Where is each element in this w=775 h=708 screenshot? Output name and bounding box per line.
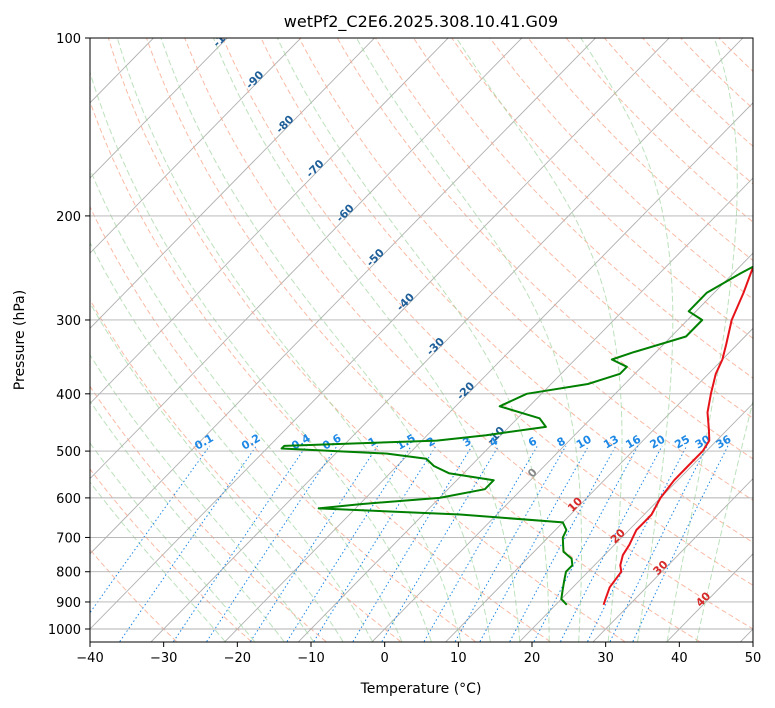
mixing-ratio-line bbox=[206, 445, 338, 642]
dry-adiabat-line bbox=[222, 38, 753, 586]
isotherm-line bbox=[90, 38, 449, 405]
dry-adiabat-line bbox=[90, 385, 327, 642]
y-tick-label: 400 bbox=[56, 388, 81, 403]
isotherm-line bbox=[371, 252, 753, 642]
x-tick-label: −40 bbox=[76, 651, 103, 666]
isotherm-line bbox=[90, 38, 597, 555]
isotherm-line bbox=[150, 38, 744, 642]
y-tick-label: 800 bbox=[56, 566, 81, 581]
isotherm-line bbox=[518, 402, 753, 642]
plot-frame bbox=[89, 37, 754, 643]
x-tick-label: 30 bbox=[597, 651, 614, 666]
x-tick-label: −10 bbox=[297, 651, 324, 666]
dry-adiabat-line bbox=[260, 38, 753, 544]
isotherm-line bbox=[90, 38, 670, 630]
moist-adiabat-line bbox=[90, 70, 432, 642]
x-tick-label: −30 bbox=[150, 651, 177, 666]
x-tick-label: 40 bbox=[671, 651, 688, 666]
isotherm-line bbox=[592, 478, 753, 642]
y-tick-label: 900 bbox=[56, 596, 81, 611]
x-axis-ticks: −40 −30 −20 −10 0 10 20 30 40 50 bbox=[76, 642, 761, 666]
mixing-ratio-line bbox=[587, 445, 688, 642]
mixing-ratio-line bbox=[313, 445, 437, 642]
moist-adiabat-line bbox=[90, 400, 285, 642]
pressure-gridlines bbox=[90, 38, 753, 630]
isotherm-line bbox=[90, 38, 376, 329]
x-tick-label: 0 bbox=[381, 651, 389, 666]
dry-adiabat-line bbox=[336, 38, 753, 460]
x-axis-label: Temperature (°C) bbox=[360, 681, 482, 697]
y-axis-label: Pressure (hPa) bbox=[12, 290, 28, 390]
y-axis-ticks: 1000 900 800 700 600 500 400 300 200 100 bbox=[48, 32, 90, 638]
isotherm-line bbox=[90, 38, 523, 480]
x-tick-label: 50 bbox=[745, 651, 762, 666]
isotherm-line bbox=[90, 38, 302, 254]
chart-title: wetPf2_C2E6.2025.308.10.41.G09 bbox=[284, 12, 558, 32]
moist-adiabat-line bbox=[116, 38, 462, 642]
mixing-ratio-line bbox=[560, 445, 663, 642]
dry-adiabat-line bbox=[90, 100, 551, 642]
moist-adiabat-line bbox=[90, 302, 344, 642]
mixing-ratio-line bbox=[90, 445, 211, 614]
profile-lines bbox=[280, 264, 753, 606]
x-tick-label: −20 bbox=[224, 651, 251, 666]
moist-adiabat-line bbox=[90, 241, 373, 642]
moist-adiabat-line bbox=[666, 38, 738, 642]
mixing-ratio-line bbox=[286, 445, 412, 642]
moist-adiabat-line bbox=[90, 354, 314, 642]
y-tick-label: 500 bbox=[56, 445, 81, 460]
dry-adiabat-line bbox=[90, 548, 177, 642]
dry-adiabat-line bbox=[90, 298, 401, 642]
temperature-line bbox=[602, 264, 753, 606]
y-tick-label: 100 bbox=[56, 32, 81, 47]
dry-adiabat-line bbox=[184, 38, 753, 630]
isotherm-line bbox=[223, 102, 753, 642]
dry-adiabat-line bbox=[90, 205, 476, 642]
isotherm-line bbox=[444, 327, 753, 642]
isotherm-label: -100 bbox=[210, 21, 239, 50]
moist-adiabat-line bbox=[90, 442, 255, 642]
y-tick-label: 700 bbox=[56, 531, 81, 546]
mixing-ratio-line bbox=[479, 445, 590, 642]
moist-adiabat-line bbox=[160, 38, 491, 642]
isotherm-line bbox=[297, 177, 753, 642]
y-tick-label: 600 bbox=[56, 492, 81, 507]
background-lines bbox=[90, 38, 753, 642]
y-tick-label: 300 bbox=[56, 314, 81, 329]
dry-adiabat-line bbox=[489, 38, 753, 300]
moist-adiabat-line bbox=[212, 38, 521, 642]
mixing-ratio-line bbox=[454, 445, 567, 642]
moist-adiabat-line bbox=[696, 398, 753, 642]
mixing-ratio-line bbox=[381, 445, 500, 642]
mixing-ratio-line bbox=[173, 445, 307, 642]
mixing-ratio-line bbox=[609, 445, 708, 642]
moist-adiabat-line bbox=[90, 168, 403, 642]
isotherm-line bbox=[90, 38, 228, 179]
moist-adiabat-line bbox=[90, 481, 226, 642]
moist-adiabat-line bbox=[276, 38, 550, 642]
dewpoint-line bbox=[280, 265, 753, 606]
x-tick-label: 20 bbox=[524, 651, 541, 666]
y-tick-label: 1000 bbox=[48, 623, 81, 638]
moist-adiabat-line bbox=[580, 38, 674, 642]
dry-adiabat-line bbox=[451, 38, 753, 339]
mixing-ratio-line bbox=[352, 445, 473, 642]
y-tick-label: 200 bbox=[56, 210, 81, 225]
x-tick-label: 10 bbox=[450, 651, 467, 666]
mixing-ratio-line bbox=[250, 445, 379, 642]
dry-adiabat-line bbox=[145, 38, 700, 642]
moist-adiabat-line bbox=[455, 38, 623, 642]
dry-adiabat-line bbox=[374, 38, 753, 419]
moist-adiabat-line bbox=[356, 38, 582, 642]
mixing-ratio-line bbox=[119, 445, 257, 642]
